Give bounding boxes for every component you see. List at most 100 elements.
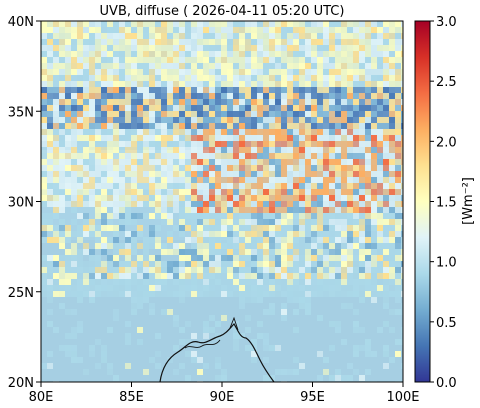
field-cell bbox=[341, 279, 347, 285]
field-cell bbox=[167, 183, 173, 189]
field-cell bbox=[101, 57, 107, 63]
field-cell bbox=[155, 147, 161, 153]
field-cell bbox=[251, 195, 257, 201]
field-cell bbox=[83, 201, 89, 207]
field-cell bbox=[59, 105, 65, 111]
field-cell bbox=[239, 183, 245, 189]
field-cell bbox=[371, 291, 377, 297]
field-cell bbox=[335, 153, 341, 159]
field-cell bbox=[149, 117, 155, 123]
field-cell bbox=[197, 87, 203, 93]
field-cell bbox=[197, 147, 203, 153]
field-cell bbox=[209, 243, 215, 249]
field-cell bbox=[341, 93, 347, 99]
field-cell bbox=[215, 207, 221, 213]
field-cell bbox=[155, 195, 161, 201]
field-cell bbox=[101, 267, 107, 273]
field-cell bbox=[65, 33, 71, 39]
field-cell bbox=[83, 123, 89, 129]
field-cell bbox=[47, 99, 53, 105]
field-cell bbox=[191, 111, 197, 117]
field-cell bbox=[197, 291, 203, 297]
field-cell bbox=[65, 117, 71, 123]
field-cell bbox=[365, 237, 371, 243]
field-cell bbox=[71, 351, 77, 357]
field-cell bbox=[239, 51, 245, 57]
field-cell bbox=[215, 141, 221, 147]
field-cell bbox=[287, 177, 293, 183]
field-cell bbox=[359, 195, 365, 201]
field-cell bbox=[275, 213, 281, 219]
field-cell bbox=[335, 225, 341, 231]
field-cell bbox=[383, 279, 389, 285]
field-cell bbox=[83, 189, 89, 195]
field-cell bbox=[65, 57, 71, 63]
field-cell bbox=[47, 87, 53, 93]
field-cell bbox=[197, 357, 203, 363]
field-cell bbox=[257, 183, 263, 189]
field-cell bbox=[209, 327, 215, 333]
field-cell bbox=[317, 189, 323, 195]
field-cell bbox=[101, 273, 107, 279]
field-cell bbox=[167, 237, 173, 243]
field-cell bbox=[59, 219, 65, 225]
field-cell bbox=[131, 93, 137, 99]
field-cell bbox=[239, 225, 245, 231]
field-cell bbox=[191, 99, 197, 105]
field-cell bbox=[71, 159, 77, 165]
field-cell bbox=[275, 255, 281, 261]
field-cell bbox=[179, 57, 185, 63]
field-cell bbox=[185, 285, 191, 291]
field-cell bbox=[227, 93, 233, 99]
field-cell bbox=[275, 249, 281, 255]
colorbar-tick-label: 3.0 bbox=[436, 15, 457, 30]
field-cell bbox=[203, 279, 209, 285]
field-cell bbox=[227, 105, 233, 111]
field-cell bbox=[293, 153, 299, 159]
field-cell bbox=[173, 27, 179, 33]
field-cell bbox=[341, 231, 347, 237]
field-cell bbox=[317, 195, 323, 201]
field-cell bbox=[389, 69, 395, 75]
field-cell bbox=[353, 309, 359, 315]
field-cell bbox=[77, 123, 83, 129]
field-cell bbox=[275, 135, 281, 141]
field-cell bbox=[383, 231, 389, 237]
field-cell bbox=[341, 57, 347, 63]
field-cell bbox=[95, 135, 101, 141]
field-cell bbox=[311, 93, 317, 99]
field-cell bbox=[101, 99, 107, 105]
field-cell bbox=[401, 333, 403, 339]
field-cell bbox=[269, 273, 275, 279]
field-cell bbox=[227, 219, 233, 225]
field-cell bbox=[77, 27, 83, 33]
field-cell bbox=[77, 189, 83, 195]
field-cell bbox=[221, 117, 227, 123]
field-cell bbox=[143, 243, 149, 249]
field-cell bbox=[227, 189, 233, 195]
field-cell bbox=[101, 141, 107, 147]
field-cell bbox=[293, 279, 299, 285]
field-cell bbox=[311, 105, 317, 111]
field-cell bbox=[197, 213, 203, 219]
field-cell bbox=[179, 207, 185, 213]
field-cell bbox=[293, 327, 299, 333]
field-cell bbox=[83, 177, 89, 183]
field-cell bbox=[191, 129, 197, 135]
field-cell bbox=[233, 327, 239, 333]
field-cell bbox=[251, 261, 257, 267]
field-cell bbox=[281, 165, 287, 171]
field-cell bbox=[311, 51, 317, 57]
field-cell bbox=[47, 291, 53, 297]
field-cell bbox=[395, 231, 401, 237]
field-cell bbox=[137, 123, 143, 129]
field-cell bbox=[239, 279, 245, 285]
field-cell bbox=[359, 141, 365, 147]
field-cell bbox=[131, 57, 137, 63]
field-cell bbox=[341, 255, 347, 261]
field-cell bbox=[287, 21, 293, 27]
field-cell bbox=[47, 309, 53, 315]
field-cell bbox=[107, 99, 113, 105]
field-cell bbox=[83, 147, 89, 153]
field-cell bbox=[167, 27, 173, 33]
